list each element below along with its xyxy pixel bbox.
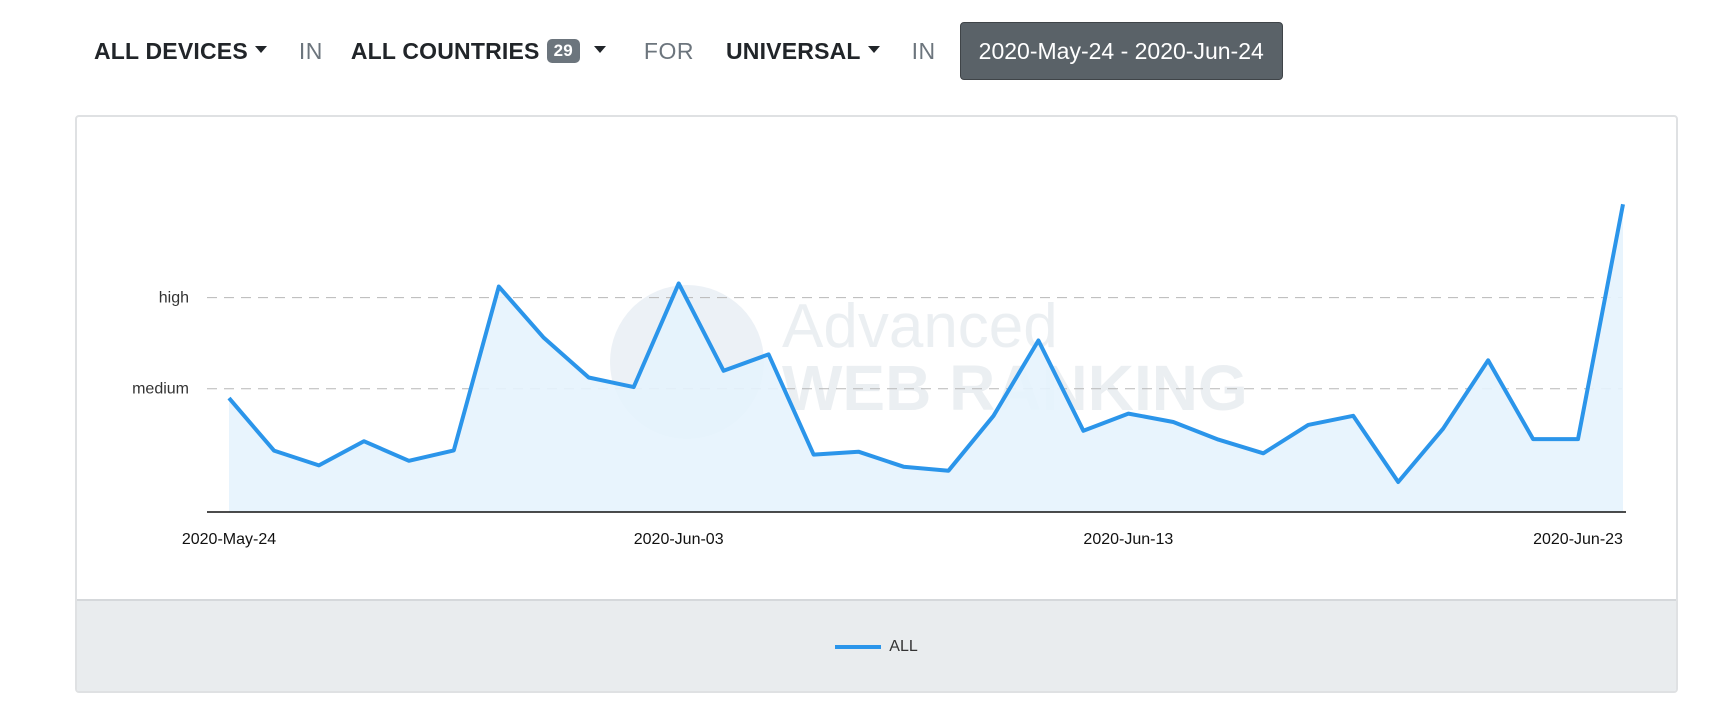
countries-count-badge: 29	[546, 39, 580, 63]
legend-label: ALL	[889, 638, 918, 655]
separator-in: IN	[911, 37, 936, 64]
chart-legend: ALL	[77, 599, 1676, 691]
y-axis-labels: medium high	[132, 290, 189, 398]
legend-swatch	[835, 645, 882, 649]
caret-down-icon	[593, 45, 606, 53]
engine-label: UNIVERSAL	[725, 37, 861, 64]
watermark-line1: Advanced	[782, 292, 1058, 361]
x-tick-label: 2020-Jun-23	[1533, 531, 1623, 548]
series-area-fill	[229, 204, 1623, 513]
caret-down-icon	[254, 45, 267, 53]
devices-dropdown[interactable]: ALL DEVICES	[94, 38, 267, 65]
x-tick-label: 2020-May-24	[182, 531, 276, 548]
separator-in: IN	[298, 37, 323, 64]
x-tick-label: 2020-Jun-13	[1083, 531, 1173, 548]
x-axis-labels: 2020-May-24 2020-Jun-03 2020-Jun-13 2020-Ju…	[182, 531, 1623, 548]
devices-label: ALL DEVICES	[94, 37, 248, 64]
caret-down-icon	[867, 45, 880, 53]
countries-dropdown[interactable]: ALL COUNTRIES 29	[351, 38, 606, 65]
countries-label: ALL COUNTRIES	[350, 37, 540, 64]
grid	[207, 297, 1622, 390]
y-tick-label-medium: medium	[132, 381, 189, 398]
separator-for: FOR	[643, 37, 694, 64]
date-range-button[interactable]: 2020-May-24 - 2020-Jun-24	[959, 22, 1283, 80]
x-tick-label: 2020-Jun-03	[634, 531, 724, 548]
y-tick-label-high: high	[159, 290, 189, 307]
filter-bar: ALL DEVICES IN ALL COUNTRIES 29 FOR UNIV…	[94, 22, 1283, 80]
series-line-all[interactable]	[227, 203, 1625, 484]
legend-item-all[interactable]: ALL	[835, 638, 918, 656]
engine-dropdown[interactable]: UNIVERSAL	[726, 38, 880, 65]
